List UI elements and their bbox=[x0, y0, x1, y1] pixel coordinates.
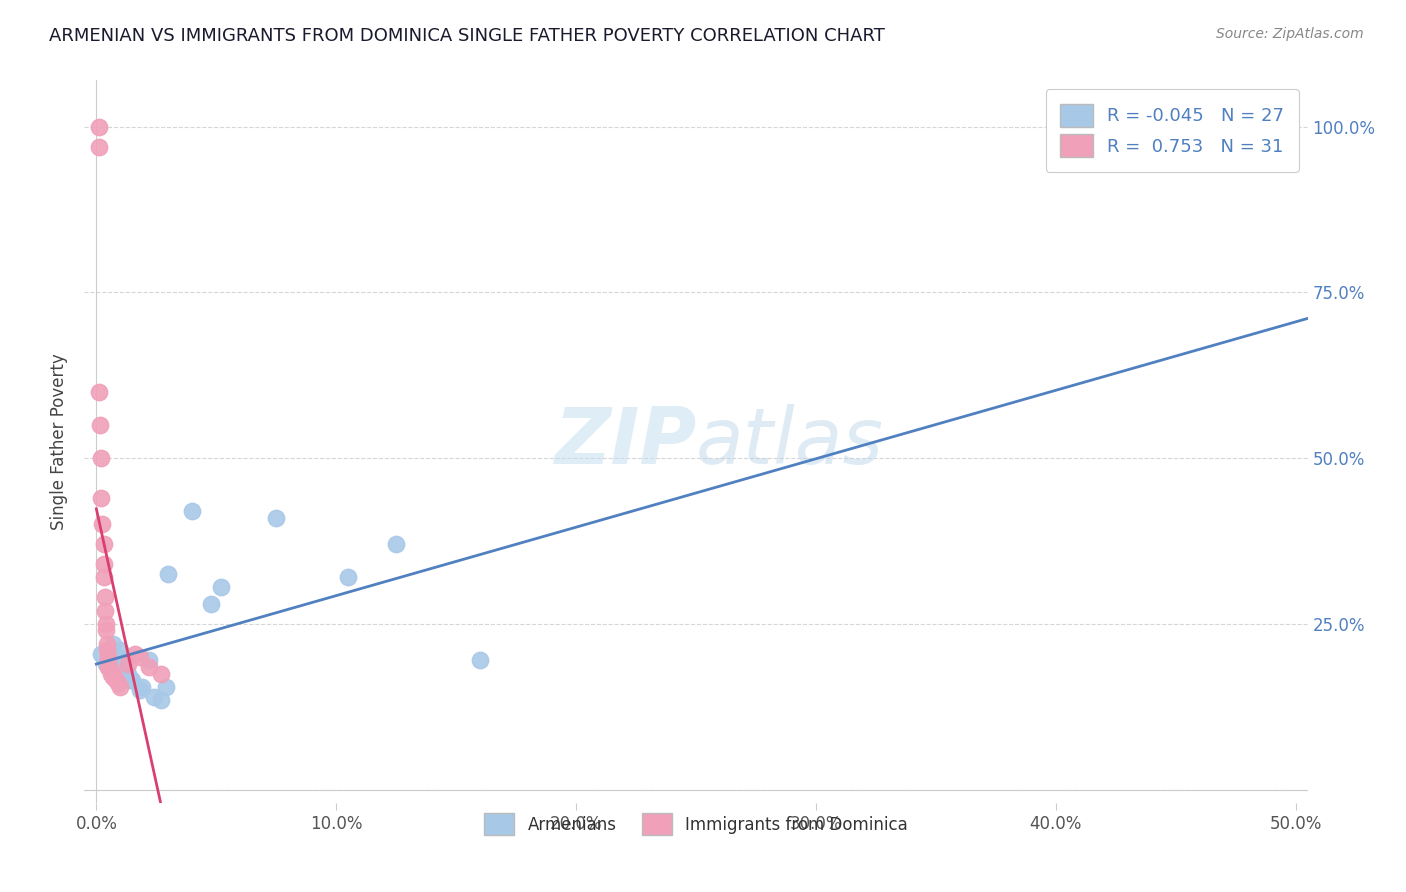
Point bbox=[128, 650, 150, 665]
Point bbox=[100, 653, 122, 667]
Point bbox=[93, 603, 117, 617]
Text: Source: ZipAtlas.com: Source: ZipAtlas.com bbox=[1216, 27, 1364, 41]
Point bbox=[118, 673, 141, 688]
Point bbox=[104, 673, 127, 688]
Point bbox=[128, 683, 150, 698]
Text: atlas: atlas bbox=[696, 403, 884, 480]
Point bbox=[181, 504, 204, 518]
Point bbox=[264, 510, 287, 524]
Point bbox=[155, 680, 177, 694]
Point bbox=[138, 660, 160, 674]
Point bbox=[91, 517, 114, 532]
Point bbox=[94, 616, 117, 631]
Point bbox=[209, 580, 232, 594]
Text: ZIP: ZIP bbox=[554, 403, 696, 480]
Point bbox=[157, 567, 180, 582]
Text: ARMENIAN VS IMMIGRANTS FROM DOMINICA SINGLE FATHER POVERTY CORRELATION CHART: ARMENIAN VS IMMIGRANTS FROM DOMINICA SIN… bbox=[49, 27, 886, 45]
Point bbox=[93, 591, 117, 605]
Point bbox=[97, 660, 120, 674]
Point bbox=[107, 676, 129, 690]
Point bbox=[93, 557, 115, 571]
Point bbox=[87, 139, 110, 153]
Legend: Armenians, Immigrants from Dominica: Armenians, Immigrants from Dominica bbox=[478, 806, 914, 841]
Point bbox=[89, 417, 111, 432]
Point bbox=[97, 650, 120, 665]
Point bbox=[93, 537, 115, 551]
Point bbox=[94, 657, 117, 671]
Point bbox=[200, 597, 222, 611]
Point bbox=[94, 624, 117, 638]
Point bbox=[101, 637, 124, 651]
Point bbox=[150, 666, 173, 681]
Point bbox=[110, 680, 132, 694]
Point bbox=[96, 637, 118, 651]
Point bbox=[101, 670, 124, 684]
Point bbox=[87, 384, 110, 399]
Point bbox=[97, 660, 120, 674]
Point bbox=[114, 653, 136, 667]
Point bbox=[121, 673, 143, 688]
Point bbox=[385, 537, 408, 551]
Point bbox=[131, 680, 153, 694]
Point bbox=[337, 570, 360, 584]
Point bbox=[468, 653, 491, 667]
Point bbox=[97, 653, 120, 667]
Point bbox=[93, 570, 115, 584]
Point bbox=[110, 643, 132, 657]
Point bbox=[90, 451, 112, 466]
Point bbox=[100, 666, 122, 681]
Point bbox=[107, 650, 129, 665]
Point bbox=[111, 666, 134, 681]
Point bbox=[117, 666, 139, 681]
Point bbox=[90, 491, 112, 505]
Point bbox=[117, 657, 139, 671]
Point bbox=[100, 663, 122, 677]
Point bbox=[142, 690, 165, 704]
Point bbox=[90, 647, 112, 661]
Point bbox=[124, 647, 146, 661]
Point bbox=[104, 653, 127, 667]
Y-axis label: Single Father Poverty: Single Father Poverty bbox=[51, 353, 69, 530]
Point bbox=[96, 643, 118, 657]
Point bbox=[101, 666, 124, 681]
Point bbox=[87, 120, 110, 134]
Point bbox=[138, 653, 160, 667]
Point bbox=[150, 693, 173, 707]
